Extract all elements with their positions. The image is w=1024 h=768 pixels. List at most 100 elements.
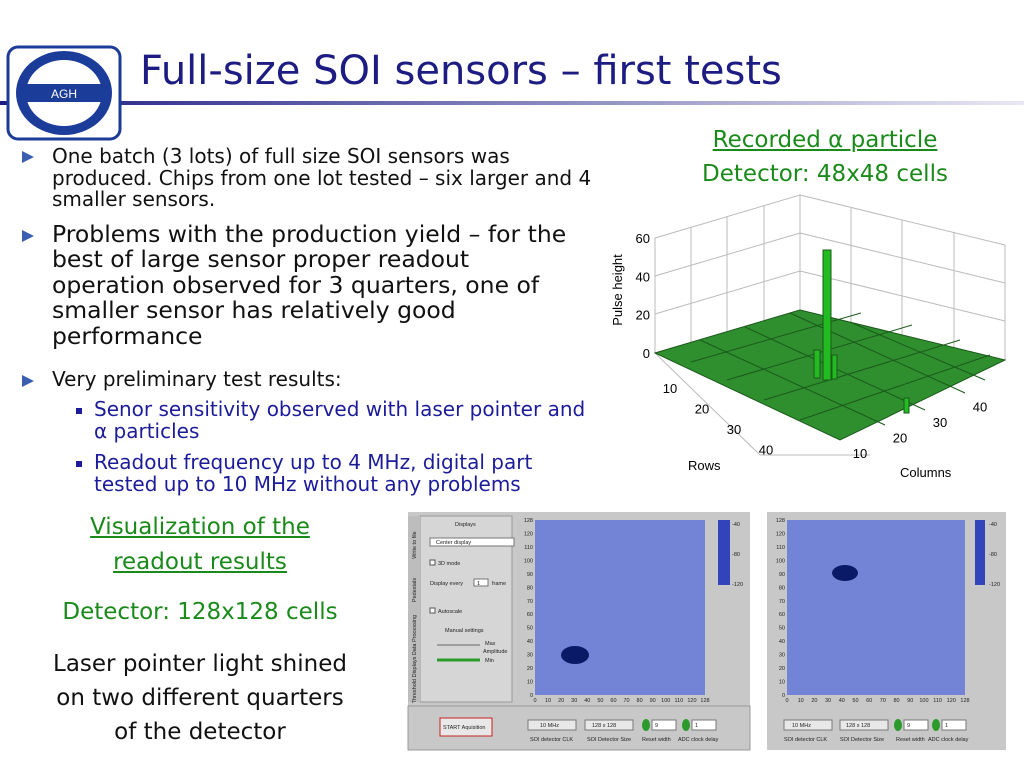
y-tick-label: 60: [779, 612, 785, 618]
ui-text: 128 x 128: [846, 723, 870, 729]
bullet-marker: [22, 375, 34, 387]
columns-tick-label: 10: [853, 446, 867, 461]
x-tick-label: 30: [825, 698, 831, 704]
y-tick-label: 40: [527, 639, 533, 645]
description: of the detector: [114, 719, 286, 745]
x-tick-label: 128: [700, 698, 709, 704]
columns-tick-label: 30: [933, 415, 947, 430]
tab-label: Threshold Displays: [412, 656, 418, 703]
bullet: Very preliminary test results:: [52, 367, 342, 391]
x-tick-label: 10: [798, 698, 804, 704]
description: on two different quarters: [56, 685, 344, 711]
ui-text: SOI Detector Size: [840, 737, 884, 743]
sub-bullet-marker: [76, 461, 82, 467]
slide-title: Full-size SOI sensors – first tests: [140, 48, 782, 94]
ui-text: 1: [695, 723, 698, 729]
x-tick-label: 60: [866, 698, 872, 704]
sub-bullet: Senor sensitivity observed with laser po…: [94, 397, 586, 443]
colorbar-label: -80: [732, 552, 740, 558]
x-tick-label: 40: [584, 698, 590, 704]
y-tick-label: 120: [776, 531, 785, 537]
y-tick-label: 120: [524, 531, 533, 537]
z-axis-label: Pulse height: [610, 254, 625, 326]
description: Laser pointer light shined: [53, 651, 347, 677]
colorbar-label: -40: [989, 522, 997, 528]
rows-axis-label: Rows: [688, 458, 721, 473]
columns-axis-label: Columns: [900, 465, 952, 480]
screenshot: [767, 512, 1006, 750]
surface-plot: [653, 194, 1007, 456]
y-tick-label: 40: [779, 639, 785, 645]
x-tick-label: 100: [661, 698, 670, 704]
tab-label: Data Processing: [412, 615, 418, 655]
colorbar-label: -40: [732, 522, 740, 528]
y-tick-label: 128: [524, 518, 533, 524]
x-tick-label: 60: [610, 698, 616, 704]
x-tick-label: 20: [558, 698, 564, 704]
y-tick-label: 50: [527, 626, 533, 632]
caption-link[interactable]: readout results: [113, 549, 287, 575]
z-tick-label: 40: [636, 269, 650, 284]
x-tick-label: 10: [545, 698, 551, 704]
ui-text: Autoscale: [438, 609, 462, 615]
y-tick-label: 0: [782, 693, 785, 699]
sub-bullet: Readout frequency up to 4 MHz, digital p…: [94, 450, 533, 496]
ui-text: START Aquisition: [443, 725, 486, 731]
caption-link[interactable]: Visualization of the: [90, 514, 310, 540]
x-tick-label: 70: [880, 698, 886, 704]
x-tick-label: 90: [907, 698, 913, 704]
ui-text: 1: [477, 581, 480, 587]
y-tick-label: 70: [779, 599, 785, 605]
y-tick-label: 80: [527, 585, 533, 591]
y-tick-label: 80: [779, 585, 785, 591]
rows-tick-label: 30: [727, 422, 741, 437]
ui-text: Display every: [430, 581, 463, 587]
ui-text: 128 x 128: [592, 723, 616, 729]
x-tick-label: 100: [919, 698, 928, 704]
ui-text: frame: [492, 581, 506, 587]
ui-text: ADC clock delay: [678, 737, 719, 743]
x-tick-label: 128: [960, 698, 969, 704]
y-tick-label: 10: [779, 680, 785, 686]
ui-text: Reset width: [642, 737, 671, 743]
x-tick-label: 120: [687, 698, 696, 704]
y-tick-label: 110: [524, 545, 533, 551]
x-tick-label: 80: [893, 698, 899, 704]
z-tick-label: 20: [636, 308, 650, 323]
rows-tick-label: 40: [759, 443, 773, 458]
x-tick-label: 0: [785, 698, 788, 704]
y-tick-label: 50: [779, 626, 785, 632]
ui-text: 10 MHz: [540, 723, 559, 729]
ui-text: Displays: [455, 522, 476, 528]
ui-text: 9: [907, 723, 910, 729]
caption: Detector: 128x128 cells: [62, 599, 338, 625]
z-tick-label: 0: [643, 346, 650, 361]
y-tick-label: 60: [527, 612, 533, 618]
bullet-marker: [22, 230, 34, 242]
y-tick-label: 90: [779, 572, 785, 578]
ui-text: 3D mode: [438, 561, 460, 567]
y-tick-label: 90: [527, 572, 533, 578]
y-tick-label: 110: [776, 545, 785, 551]
ui-text: Reset width: [896, 737, 925, 743]
y-tick-label: 10: [527, 680, 533, 686]
rows-tick-label: 20: [695, 402, 709, 417]
caption: Detector: 48x48 cells: [702, 161, 948, 187]
ui-text: 10 MHz: [792, 723, 811, 729]
y-tick-label: 70: [527, 599, 533, 605]
x-tick-label: 20: [811, 698, 817, 704]
title-rule: [0, 101, 1024, 105]
x-tick-label: 30: [571, 698, 577, 704]
x-tick-label: 90: [650, 698, 656, 704]
bullet: One batch (3 lots) of full size SOI sens…: [52, 144, 592, 212]
screenshot: [407, 512, 751, 751]
caption-link[interactable]: Recorded α particle: [712, 127, 938, 153]
bullet-marker: [22, 151, 34, 163]
y-tick-label: 20: [779, 666, 785, 672]
columns-tick-label: 20: [893, 431, 907, 446]
ui-text: 9: [655, 723, 658, 729]
ui-text: SOI Detector Size: [587, 737, 631, 743]
y-tick-label: 0: [530, 693, 533, 699]
ui-text: SOI detector CLK: [530, 737, 573, 743]
